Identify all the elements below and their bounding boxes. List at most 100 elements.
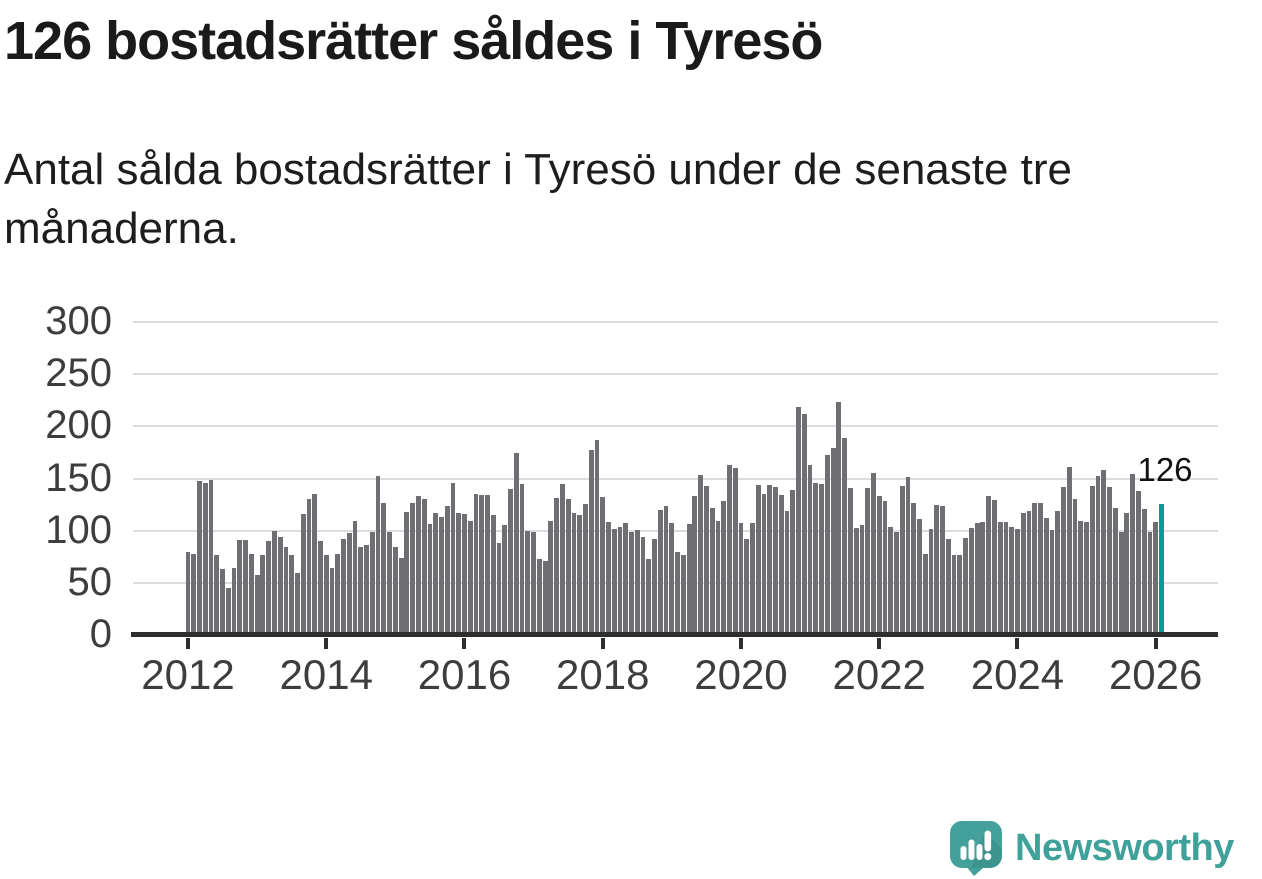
bar — [439, 517, 444, 635]
x-tick-label-2020: 2020 — [694, 651, 788, 698]
bar — [986, 496, 992, 635]
bar — [427, 524, 433, 635]
x-tick-2018 — [600, 638, 605, 649]
bar — [945, 539, 951, 635]
highlight-value-label: 126 — [1137, 451, 1193, 488]
bar — [899, 485, 905, 635]
bar — [600, 497, 606, 635]
bar — [364, 545, 369, 635]
bar — [623, 523, 629, 635]
bar — [894, 531, 899, 635]
bar — [911, 502, 917, 635]
bar — [318, 541, 323, 635]
bar — [980, 522, 986, 635]
bar — [554, 498, 560, 635]
bar — [922, 553, 928, 635]
x-tick-2016 — [462, 638, 467, 649]
bar — [502, 525, 508, 635]
bar — [842, 437, 848, 635]
bar — [375, 476, 381, 635]
y-tick-label-50: 50 — [67, 559, 113, 604]
bar — [669, 523, 675, 635]
bar — [1038, 502, 1043, 635]
bar — [882, 501, 888, 635]
bar — [594, 439, 600, 635]
bar — [934, 504, 940, 635]
bar — [709, 507, 715, 635]
bar — [1055, 510, 1061, 635]
bar — [490, 515, 496, 635]
bar — [231, 568, 237, 635]
bar — [1141, 508, 1147, 635]
bar — [254, 574, 260, 635]
bar — [663, 505, 669, 635]
bar — [761, 494, 767, 635]
bar — [525, 530, 531, 635]
bar — [548, 521, 554, 635]
bar — [433, 512, 439, 635]
bar — [479, 495, 485, 635]
x-tick-2020 — [738, 638, 743, 649]
bar — [876, 496, 882, 635]
bar — [508, 488, 513, 635]
x-tick-label-2014: 2014 — [279, 651, 373, 698]
bar — [1043, 518, 1049, 635]
bar — [940, 505, 945, 635]
bar — [272, 530, 277, 635]
bar — [560, 483, 565, 635]
bar — [732, 468, 738, 635]
gridline-150 — [133, 477, 1218, 480]
bar — [1032, 502, 1038, 635]
x-tick-2022 — [877, 638, 882, 649]
bar — [1026, 510, 1032, 635]
bar — [277, 536, 283, 635]
bar — [1003, 522, 1009, 635]
bar — [727, 464, 732, 635]
bar — [968, 527, 974, 635]
bar — [1072, 499, 1078, 635]
bar — [1049, 529, 1055, 635]
bar — [583, 503, 588, 635]
bar — [606, 522, 611, 635]
bar — [410, 502, 416, 635]
bar — [450, 482, 456, 635]
bar — [675, 551, 680, 635]
newsworthy-logo: Newsworthy — [949, 820, 1259, 877]
bar — [1084, 522, 1089, 635]
x-tick-label-2012: 2012 — [141, 651, 235, 698]
chart-title: 126 bostadsrätter såldes i Tyresö — [4, 11, 823, 71]
x-tick-2014 — [324, 638, 329, 649]
bar — [646, 558, 652, 635]
bar — [473, 494, 479, 635]
bar — [957, 554, 963, 635]
bar — [202, 482, 208, 635]
bar — [444, 505, 450, 635]
bar — [790, 489, 796, 635]
bar-highlight-latest — [1159, 503, 1164, 635]
bar — [341, 539, 346, 635]
bar — [335, 553, 341, 635]
bar — [652, 539, 657, 635]
brand-name: Newsworthy — [1015, 827, 1234, 869]
bar — [260, 554, 266, 635]
bar — [577, 515, 583, 635]
bar — [1124, 512, 1130, 635]
bar — [992, 500, 997, 635]
bar — [306, 499, 312, 635]
bar — [1130, 474, 1136, 635]
gridline-300 — [133, 321, 1218, 324]
bar — [1101, 470, 1107, 635]
bar — [283, 547, 289, 635]
x-tick-2012 — [186, 638, 190, 649]
chart-subtitle-line-1: Antal sålda bostadsrätter i Tyresö under… — [4, 145, 1073, 194]
bar — [462, 513, 467, 635]
bar — [387, 531, 392, 635]
bar — [859, 525, 865, 635]
bar — [824, 454, 830, 635]
bar — [346, 532, 352, 635]
bar — [634, 529, 640, 635]
bar — [565, 499, 571, 635]
bar — [715, 521, 721, 635]
bar — [738, 523, 744, 635]
y-tick-label-250: 250 — [45, 351, 112, 396]
